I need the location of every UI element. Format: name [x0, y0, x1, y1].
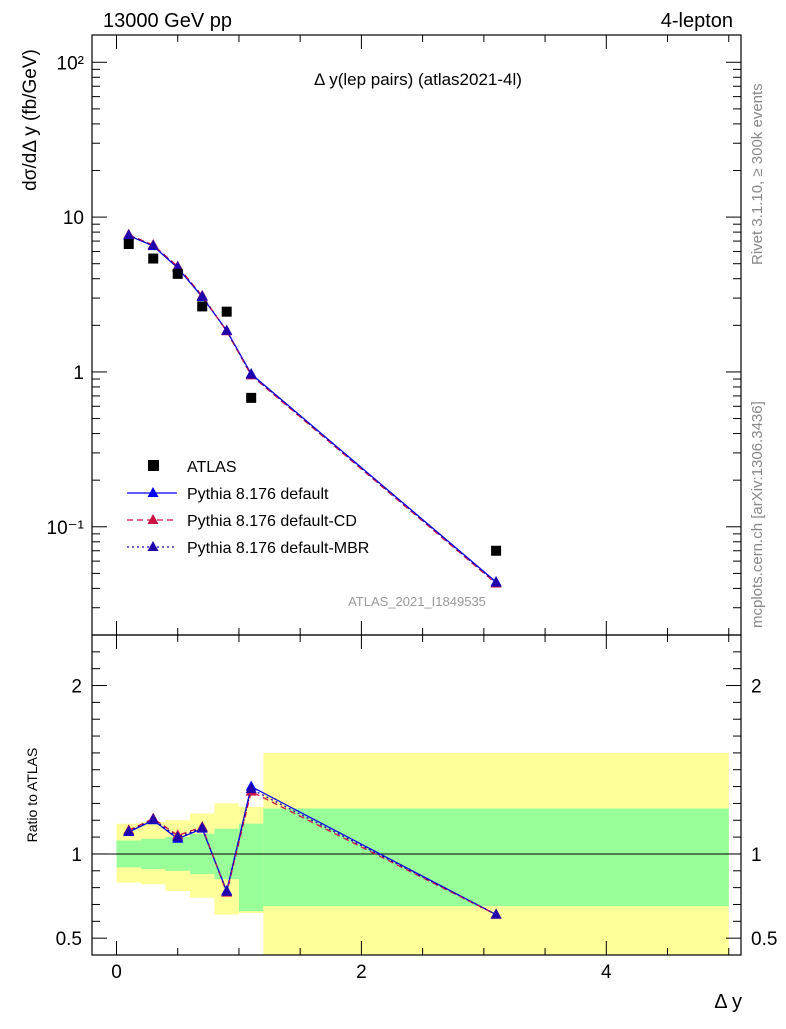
legend-marker-atlas [148, 460, 159, 471]
x-tick-label: 0 [111, 962, 122, 983]
legend-label: Pythia 8.176 default-MBR [187, 540, 369, 557]
data-point [197, 301, 208, 312]
x-tick-label: 2 [356, 962, 367, 983]
data-point [172, 268, 183, 279]
series-point-main [147, 239, 159, 250]
ratio-y-tick-label-left: 2 [71, 677, 82, 698]
series-point-ratio [172, 831, 184, 842]
legend-marker [147, 541, 159, 551]
header-left: 13000 GeV pp [103, 10, 232, 32]
ratio-y-tick-label-left: 0.5 [56, 929, 82, 950]
ratio-y-tick-label-right: 2 [751, 677, 762, 698]
series-point-main [490, 576, 502, 587]
green-band-bin [263, 808, 729, 907]
y-tick-label: 1 [73, 363, 84, 384]
legend: ATLAS Pythia 8.176 default Pythia 8.176 de… [127, 459, 369, 557]
legend-marker [147, 487, 159, 497]
data-point [148, 253, 159, 264]
y-axis-label: dσ/dΔ y (fb/GeV) [20, 49, 41, 191]
data-point [221, 306, 232, 317]
series-point-main [172, 261, 184, 272]
plot-title: Δ y(lep pairs) (atlas2021-4l) [314, 70, 522, 89]
legend-label: Pythia 8.176 default [187, 486, 329, 503]
series-line-main [128, 234, 497, 585]
ratio-bands [92, 752, 741, 955]
plot-layer [123, 228, 502, 919]
legend-label: Pythia 8.176 default-CD [187, 513, 357, 530]
series-point-ratio [123, 825, 135, 836]
watermark: ATLAS_2021_I1849535 [348, 594, 486, 609]
ratio-y-tick-label-right: 0.5 [751, 929, 777, 950]
series-point-ratio [147, 813, 159, 824]
data-point [246, 392, 257, 403]
series-point-main [196, 290, 208, 301]
series-point-main [123, 229, 135, 240]
series-point-ratio [490, 908, 502, 919]
y-tick-label: 10⁻¹ [47, 518, 85, 539]
x-axis-label: Δ y [714, 991, 742, 1013]
data-point [491, 545, 502, 556]
x-tick-label: 4 [601, 962, 612, 983]
series-point-ratio [221, 885, 233, 896]
header-right: 4-lepton [661, 10, 733, 32]
ratio-y-axis-label: Ratio to ATLAS [24, 748, 40, 843]
rivet-label: Rivet 3.1.10, ≥ 300k events [749, 83, 766, 265]
ratio-frame [91, 634, 742, 956]
series-line-main [128, 234, 497, 583]
series-line-main [128, 234, 497, 584]
ratio-y-tick-label-left: 1 [71, 845, 82, 866]
y-tick-label: 10² [57, 53, 84, 74]
series-point-ratio [245, 783, 257, 794]
green-band-bin [238, 823, 264, 912]
series-point-main [245, 368, 257, 379]
ratio-y-tick-label-right: 1 [751, 845, 762, 866]
frames: 0 2 4 10⁻¹ 1 10 10² 0.5 0.5 1 1 2 2 [47, 34, 777, 983]
series-point-main [221, 324, 233, 335]
y-tick-label: 10 [63, 208, 84, 229]
mcplots-label: mcplots.cern.ch [arXiv:1306.3436] [749, 401, 766, 628]
legend-marker [147, 514, 159, 524]
data-point [123, 239, 134, 250]
series-point-ratio [196, 821, 208, 832]
legend-label-atlas: ATLAS [187, 459, 237, 476]
